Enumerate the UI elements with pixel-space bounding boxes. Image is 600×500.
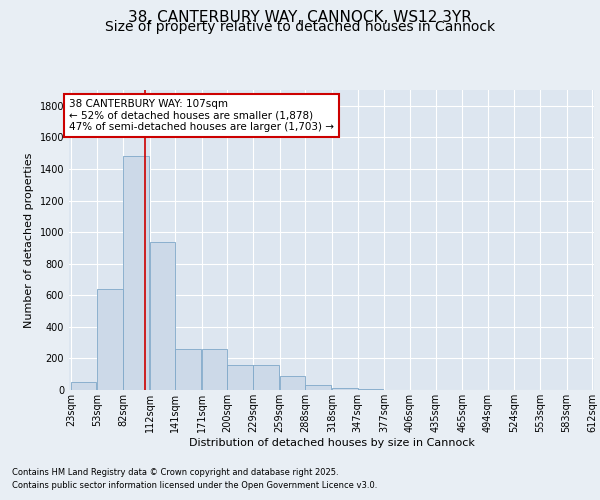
Bar: [305, 386, 331, 390]
Bar: [332, 388, 358, 390]
Bar: [71, 382, 97, 390]
Bar: [202, 349, 227, 390]
Bar: [253, 364, 279, 390]
Text: 38, CANTERBURY WAY, CANNOCK, WS12 3YR: 38, CANTERBURY WAY, CANNOCK, WS12 3YR: [128, 10, 472, 25]
Y-axis label: Number of detached properties: Number of detached properties: [24, 152, 34, 328]
Bar: [123, 156, 149, 390]
Bar: [280, 376, 305, 390]
Text: 38 CANTERBURY WAY: 107sqm
← 52% of detached houses are smaller (1,878)
47% of se: 38 CANTERBURY WAY: 107sqm ← 52% of detac…: [69, 99, 334, 132]
Bar: [175, 349, 201, 390]
Text: Contains public sector information licensed under the Open Government Licence v3: Contains public sector information licen…: [12, 480, 377, 490]
X-axis label: Distribution of detached houses by size in Cannock: Distribution of detached houses by size …: [188, 438, 475, 448]
Bar: [358, 389, 383, 390]
Bar: [149, 242, 175, 390]
Text: Size of property relative to detached houses in Cannock: Size of property relative to detached ho…: [105, 20, 495, 34]
Text: Contains HM Land Registry data © Crown copyright and database right 2025.: Contains HM Land Registry data © Crown c…: [12, 468, 338, 477]
Bar: [227, 364, 253, 390]
Bar: [97, 289, 123, 390]
